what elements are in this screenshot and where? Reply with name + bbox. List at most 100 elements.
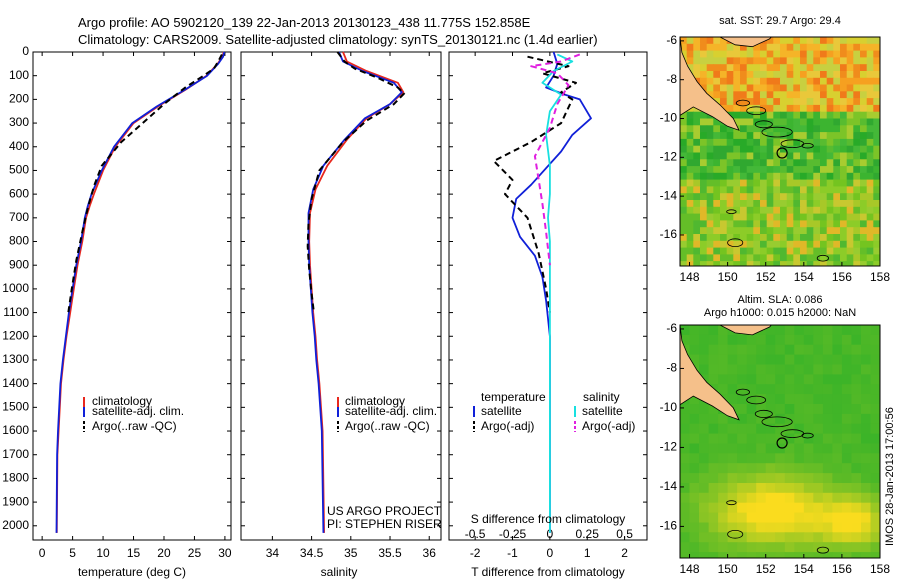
map-cell bbox=[832, 463, 843, 474]
map-cell bbox=[720, 138, 728, 147]
map-cell bbox=[833, 254, 841, 262]
map-cell bbox=[706, 261, 714, 266]
y-tick-label: 2000 bbox=[2, 518, 29, 532]
map-cell bbox=[794, 384, 805, 395]
map-cell bbox=[713, 166, 721, 174]
map-cell bbox=[700, 179, 708, 187]
map-cell bbox=[833, 132, 841, 140]
series-line bbox=[67, 53, 223, 313]
map-cell bbox=[720, 234, 728, 242]
map-cell bbox=[737, 354, 748, 366]
map-cell bbox=[833, 234, 841, 242]
map-cell bbox=[726, 50, 734, 58]
map-cell bbox=[840, 84, 848, 92]
map-cell bbox=[699, 364, 710, 375]
map-cell bbox=[708, 404, 719, 415]
map-cell bbox=[699, 483, 710, 494]
map-cell bbox=[803, 325, 814, 336]
map-cell bbox=[833, 57, 841, 65]
map-cell bbox=[718, 473, 729, 484]
map-cell bbox=[713, 138, 721, 147]
map-cell bbox=[832, 532, 843, 543]
map-cell bbox=[880, 227, 887, 234]
map-cell bbox=[853, 254, 861, 262]
map-cell bbox=[720, 254, 728, 262]
map-cell bbox=[793, 152, 801, 160]
temperature-panel: 0 5 10 15 20 25 300100200300400500600700800900… bbox=[2, 44, 232, 579]
map-cell bbox=[733, 138, 741, 147]
map-cell bbox=[733, 240, 741, 249]
map-cell bbox=[737, 334, 748, 346]
map-cell bbox=[822, 483, 833, 494]
map-cell bbox=[689, 443, 700, 454]
map-cell bbox=[765, 404, 776, 415]
map-cell bbox=[680, 463, 691, 474]
map-cell bbox=[803, 394, 814, 405]
y-tick-label: -6 bbox=[666, 321, 677, 335]
map-cell bbox=[820, 111, 828, 120]
map-cell bbox=[727, 502, 738, 514]
map-cell bbox=[822, 522, 833, 533]
map-cell bbox=[737, 374, 748, 385]
map-cell bbox=[718, 344, 729, 356]
map-cell bbox=[822, 394, 833, 405]
map-cell bbox=[700, 172, 708, 181]
map-cell bbox=[826, 145, 834, 154]
map-cell bbox=[800, 159, 808, 167]
map-cell bbox=[860, 145, 868, 154]
map-cell bbox=[720, 132, 728, 140]
map-cell bbox=[718, 512, 729, 524]
map-cell bbox=[686, 166, 694, 174]
y-tick-label: 1000 bbox=[2, 281, 29, 295]
map-cell bbox=[826, 213, 834, 221]
s-tick-label: -0.25 bbox=[499, 527, 527, 541]
map-cell bbox=[733, 132, 741, 140]
map-cell bbox=[880, 180, 887, 187]
map-cell bbox=[822, 492, 833, 504]
map-cell bbox=[746, 404, 757, 415]
map-cell bbox=[753, 227, 761, 235]
map-cell bbox=[700, 213, 708, 221]
map-cell bbox=[760, 227, 768, 235]
map-cell bbox=[861, 552, 872, 558]
map-cell bbox=[803, 364, 814, 375]
map-cell bbox=[873, 91, 880, 99]
map-cell bbox=[680, 542, 691, 553]
map-cell bbox=[726, 254, 734, 262]
map-cell bbox=[746, 384, 757, 395]
map-cell bbox=[756, 443, 767, 454]
map-cell bbox=[718, 492, 729, 504]
map-cell bbox=[851, 344, 862, 356]
map-cell bbox=[832, 492, 843, 504]
y-tick-label: 1700 bbox=[2, 447, 29, 461]
map-cell bbox=[700, 71, 708, 79]
map-cell bbox=[753, 111, 761, 120]
map-cell bbox=[840, 111, 848, 120]
map-cell bbox=[794, 404, 805, 415]
map-cell bbox=[680, 138, 688, 147]
map-cell bbox=[841, 413, 852, 425]
map-cell bbox=[686, 227, 694, 235]
map-cell bbox=[708, 374, 719, 385]
map-cell bbox=[760, 200, 768, 208]
map-cell bbox=[740, 166, 748, 174]
map-cell bbox=[775, 325, 786, 336]
map-cell bbox=[733, 111, 741, 120]
map-cell bbox=[822, 423, 833, 435]
map-cell bbox=[720, 98, 728, 106]
map-cell bbox=[822, 334, 833, 346]
map-cell bbox=[870, 512, 880, 524]
map-cell bbox=[733, 104, 741, 113]
map-cell bbox=[773, 138, 781, 147]
map-cell bbox=[853, 234, 861, 242]
map-cell bbox=[793, 234, 801, 242]
map-cell bbox=[753, 71, 761, 79]
map-cell bbox=[866, 254, 874, 262]
map-cell bbox=[880, 125, 887, 132]
map-cell bbox=[840, 227, 848, 235]
map-cell bbox=[873, 206, 880, 215]
map-cell bbox=[832, 404, 843, 415]
map-cell bbox=[794, 512, 805, 524]
map-cell bbox=[784, 453, 795, 464]
map-cell bbox=[806, 166, 814, 174]
